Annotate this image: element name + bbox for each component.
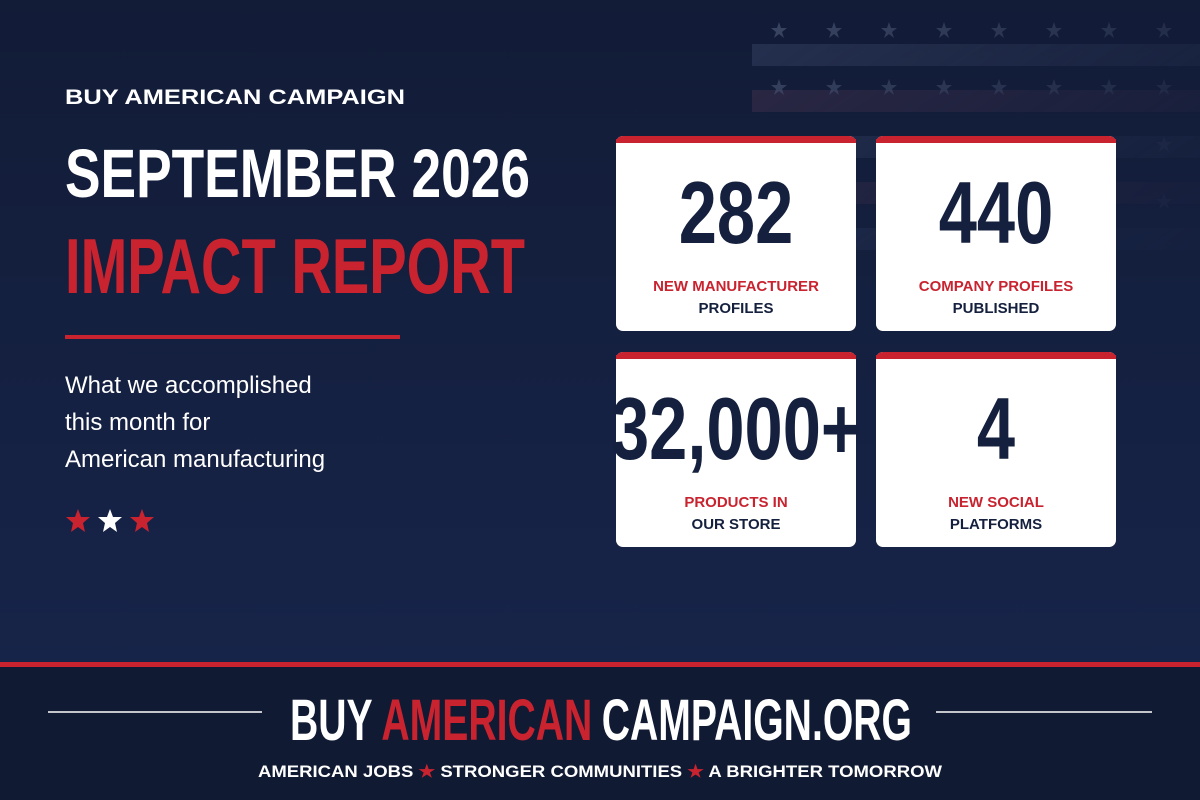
stat-label: PROFILES [698,300,773,317]
footer [0,667,1200,800]
stat-value: 440 [939,164,1054,262]
card-bg [876,352,1116,547]
card-bg [876,136,1116,331]
card-accent [616,355,856,359]
footer-rule [0,662,1200,667]
stat-value: 4 [977,380,1015,478]
highlight-title: IMPACT REPORT [65,222,525,310]
tagline-star: ★ [419,762,436,781]
stat-label: NEW MANUFACTURER [653,278,819,295]
tagline-part: AMERICAN JOBS [258,762,413,781]
stat-label: OUR STORE [692,516,781,533]
stat-card: 282 NEW MANUFACTURER PROFILES [616,136,856,331]
stat-value: 32,000+ [611,380,861,478]
site-url: BUY AMERICANCAMPAIGN.ORG [290,688,912,753]
stat-cards: 282 NEW MANUFACTURER PROFILES 440 COMPANY PR… [611,136,1116,547]
card-accent [616,139,856,143]
title: SEPTEMBER 2026 [65,135,530,212]
tagline-star: ★ [687,762,704,781]
subtitle-line: What we accomplished [65,372,312,399]
tagline: AMERICAN JOBS ★ STRONGER COMMUNITIES ★ A… [258,762,943,781]
eyebrow: BUY AMERICAN CAMPAIGN [65,86,405,109]
stat-label: NEW SOCIAL [948,494,1044,511]
stat-label: PUBLISHED [953,300,1040,317]
card-accent [876,139,1116,143]
card-bg [616,352,856,547]
site-part: CAMPAIGN.ORG [602,688,912,753]
stat-label: COMPANY PROFILES [919,278,1073,295]
divider [65,335,400,339]
subtitle-line: American manufacturing [65,446,325,473]
site-part: BUY [290,688,372,753]
site-part: AMERICAN [381,688,592,753]
stat-card: 440 COMPANY PROFILES PUBLISHED [876,136,1116,331]
stat-card: 32,000+ PRODUCTS IN OUR STORE [611,352,861,547]
tagline-part: A BRIGHTER TOMORROW [708,762,943,781]
stat-label: PRODUCTS IN [684,494,787,511]
tagline-part: STRONGER COMMUNITIES [440,762,682,781]
card-accent [876,355,1116,359]
stat-label: PLATFORMS [950,516,1042,533]
stars [66,509,154,532]
card-bg [616,136,856,331]
subtitle-line: this month for [65,409,210,436]
stat-card: 4 NEW SOCIAL PLATFORMS [876,352,1116,547]
stat-value: 282 [679,164,794,262]
